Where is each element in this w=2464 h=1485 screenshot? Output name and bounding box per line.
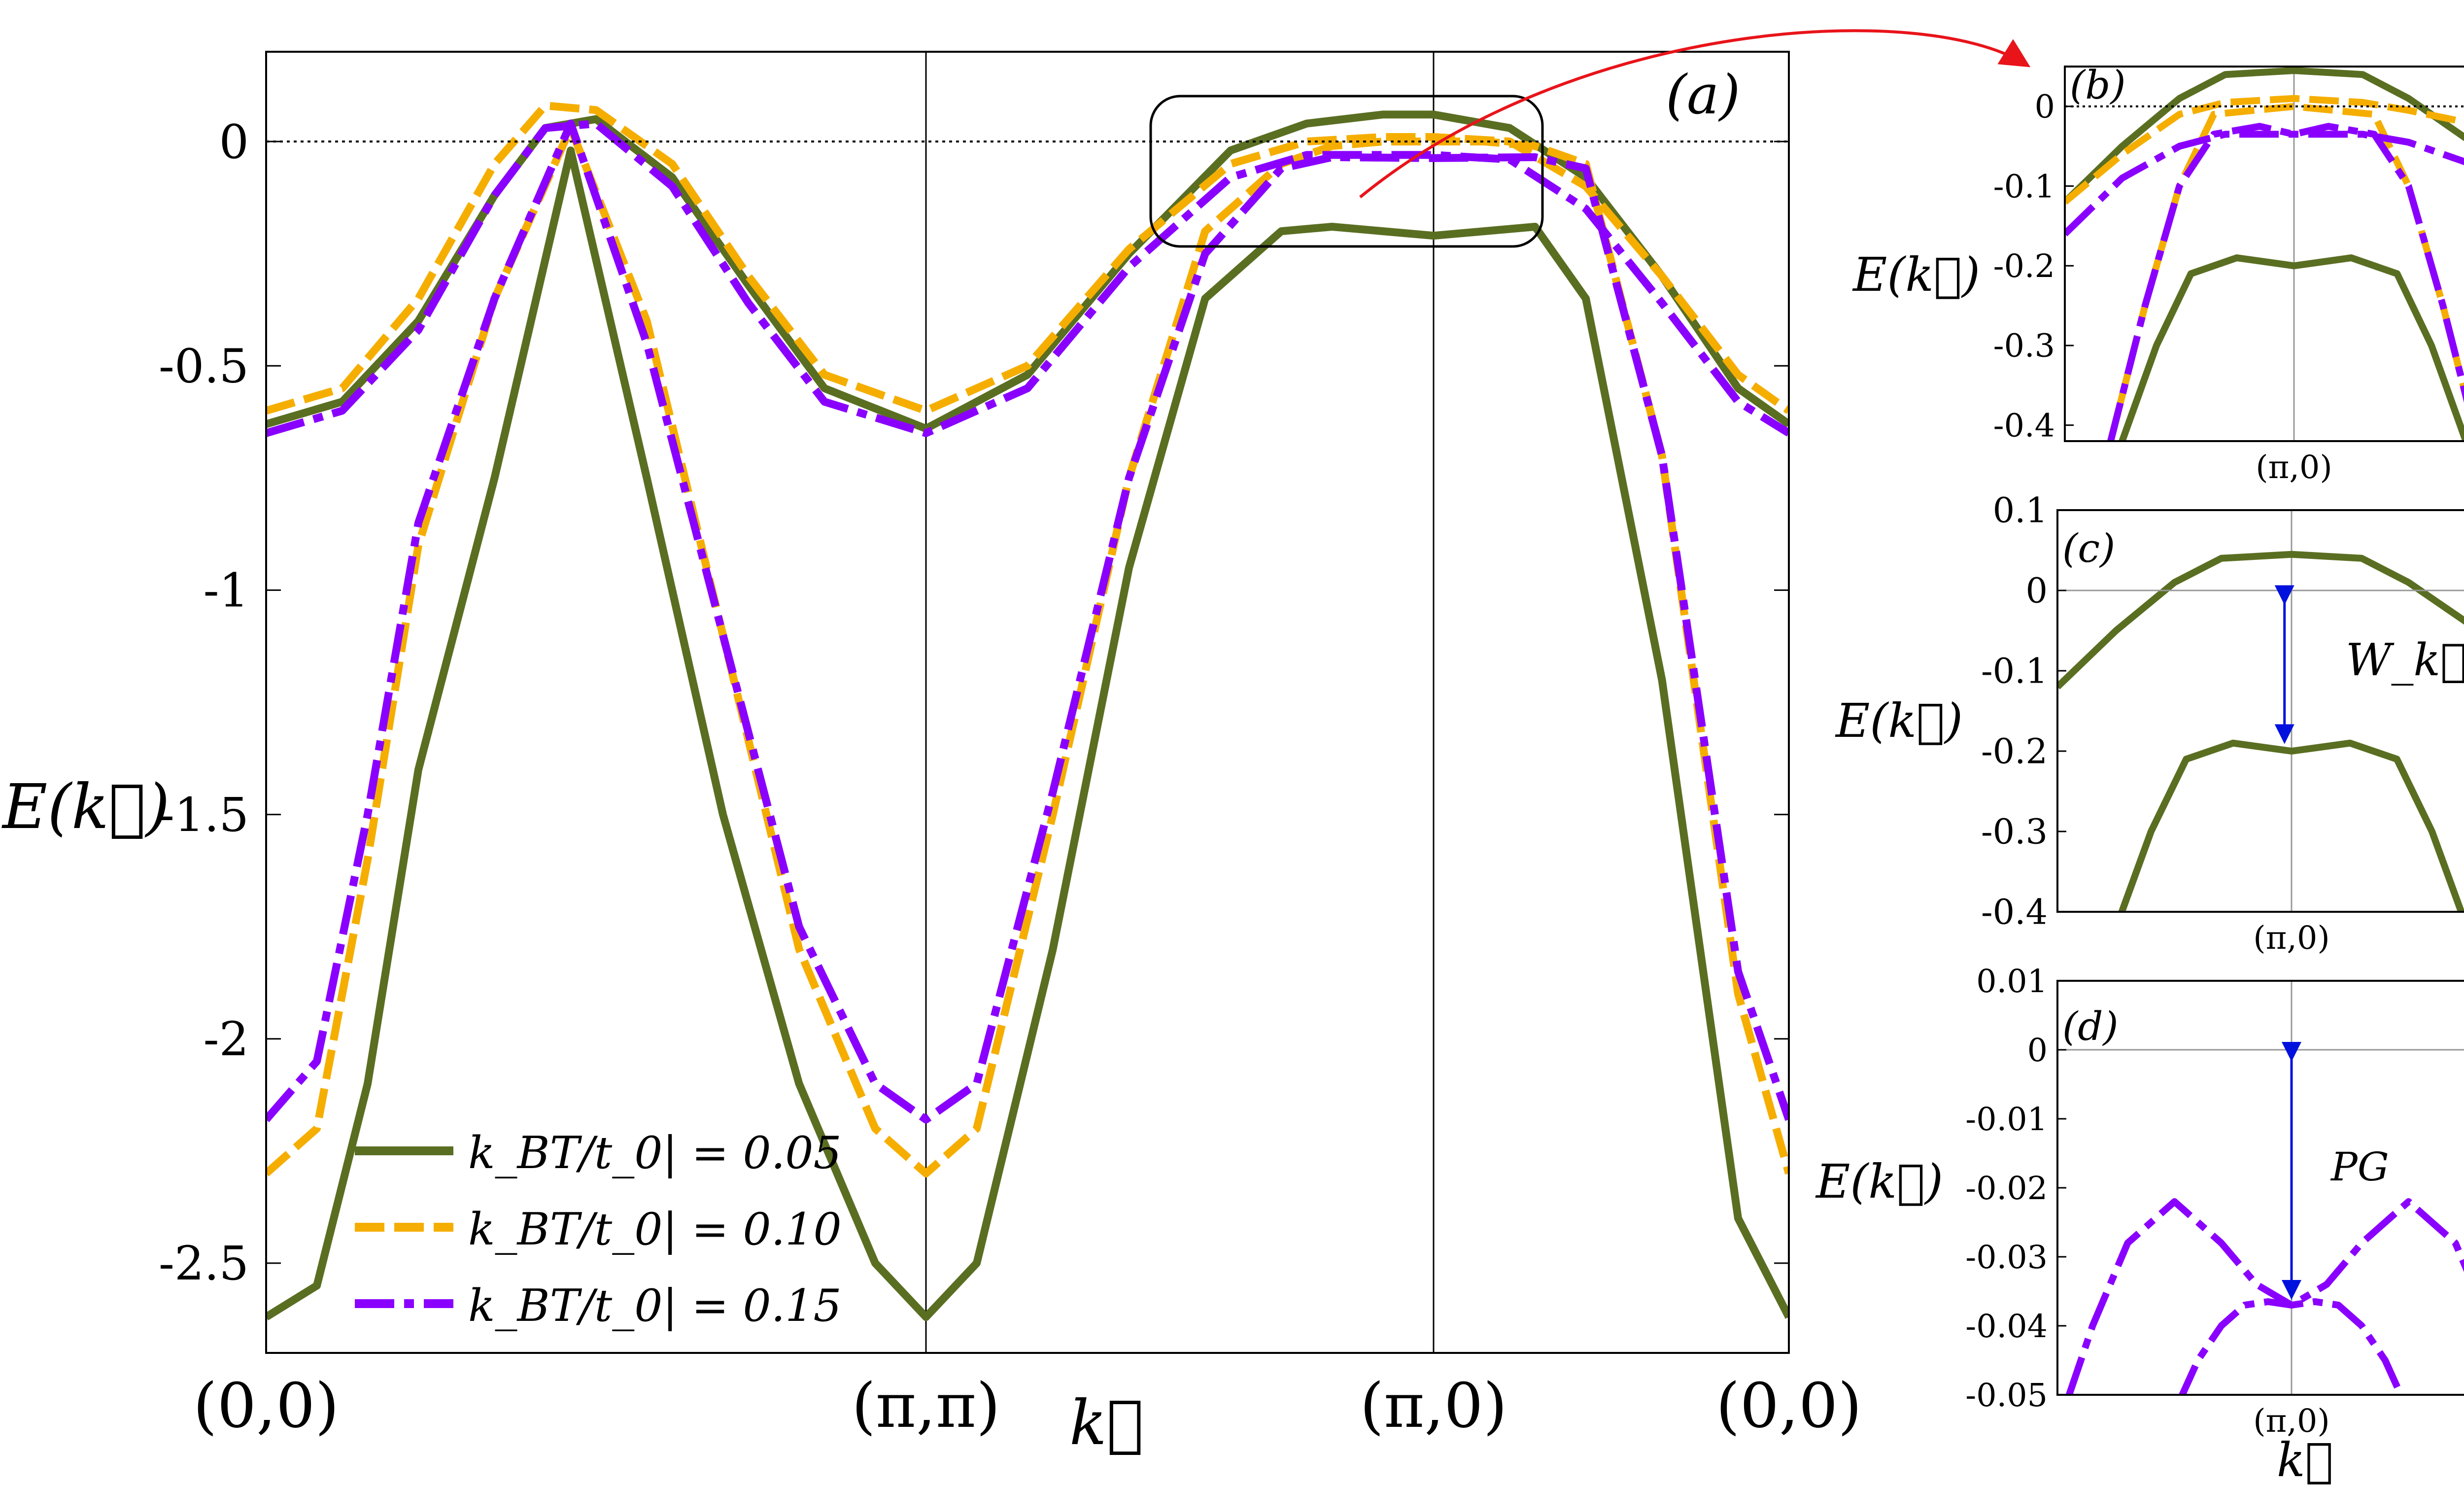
x-tick-label-a-1: (π,π) — [852, 1370, 1000, 1442]
panel-d-label: (d) — [2062, 1003, 2119, 1049]
panel-d-ylabel: E(k⃗) — [1815, 1155, 1943, 1209]
y-tick-label-b-2: -0.2 — [1993, 248, 2055, 285]
panel-b-ylabel: E(k⃗) — [1852, 248, 1980, 302]
zoom-connector-arrow — [1359, 29, 2031, 199]
series-line-d-1 — [2178, 1298, 2405, 1395]
series-group-b — [2065, 67, 2464, 441]
panel-a: (a) E(k⃗) k⃗ 0 -0.5 -1 -1.5 -2 -2.5 (0,0) (π,π)… — [1, 51, 1862, 1459]
panel-b-label: (b) — [2070, 62, 2126, 108]
y-tick-label-c-5: -0.4 — [1981, 892, 2048, 932]
series-line-a-3 — [266, 124, 1789, 1177]
y-tick-label-a-2: -1 — [203, 564, 249, 618]
y-tick-label-a-1: -0.5 — [159, 339, 249, 393]
plot-frame-d — [2056, 980, 2464, 1396]
series-line-a-2 — [266, 102, 1789, 415]
y-tick-label-c-0: 0.1 — [1993, 490, 2048, 531]
y-tick-label-c-3: -0.2 — [1981, 731, 2048, 772]
x-tick-label-b: (π,0) — [2256, 449, 2332, 486]
series-line-a-1 — [266, 146, 1789, 1321]
y-tick-label-b-4: -0.4 — [1993, 407, 2055, 444]
legend-label-015: k_BT/t_0| = 0.15 — [468, 1280, 842, 1332]
x-tick-label-c: (π,0) — [2253, 920, 2329, 957]
series-line-d-0 — [2066, 1198, 2464, 1395]
series-group-d — [2066, 1198, 2464, 1395]
y-tick-label-a-3: -1.5 — [159, 788, 249, 842]
x-tick-label-a-3: (0,0) — [1716, 1370, 1862, 1442]
y-tick-label-d-2: -0.01 — [1965, 1101, 2048, 1138]
y-tick-label-a-5: -2.5 — [159, 1237, 249, 1291]
series-line-c-1 — [2118, 739, 2464, 912]
y-tick-label-d-3: -0.02 — [1965, 1170, 2048, 1207]
series-line-a-0 — [266, 110, 1789, 433]
panel-c: 0.1 0 -0.1 -0.2 -0.3 -0.4 (π,0) (c) E(k⃗) W_k⃗ — [1835, 490, 2464, 957]
y-tick-label-c-1: 0 — [2025, 571, 2048, 611]
y-tick-label-b-1: -0.1 — [1993, 168, 2055, 205]
y-tick-label-d-5: -0.04 — [1965, 1308, 2048, 1345]
series-group-a — [266, 102, 1789, 1321]
panel-a-ylabel: E(k⃗) — [1, 771, 170, 843]
series-line-a-5 — [266, 119, 1789, 1124]
series-line-b-2 — [2065, 95, 2464, 205]
y-tick-label-b-3: -0.3 — [1993, 328, 2055, 365]
series-line-b-5 — [2107, 123, 2464, 441]
panel-d-xlabel: k⃗ — [2277, 1433, 2333, 1485]
series-line-c-0 — [2057, 551, 2464, 690]
panel-c-ylabel: E(k⃗) — [1835, 694, 1963, 748]
plot-frame-b — [2064, 66, 2464, 442]
y-tick-label-b-0: 0 — [2035, 89, 2055, 126]
series-line-b-4 — [2065, 131, 2464, 237]
series-group-c — [2057, 551, 2464, 912]
legend-label-005: k_BT/t_0| = 0.05 — [468, 1127, 842, 1179]
panel-c-label: (c) — [2062, 525, 2115, 571]
y-tick-label-c-2: -0.1 — [1981, 651, 2048, 691]
legend: k_BT/t_0| = 0.05 k_BT/t_0| = 0.10 k_BT/t… — [355, 1127, 842, 1332]
x-tick-label-a-0: (0,0) — [193, 1370, 339, 1442]
plot-frame-a — [265, 51, 1790, 1354]
panel-b: 0 -0.1 -0.2 -0.3 -0.4 (π,0) (b) E(k⃗) — [1852, 62, 2464, 486]
y-tick-label-c-4: -0.3 — [1981, 812, 2048, 852]
x-tick-label-d: (π,0) — [2253, 1403, 2329, 1440]
panel-c-annotation: W_k⃗ — [2346, 634, 2464, 686]
zoom-box — [1149, 95, 1544, 248]
series-line-b-0 — [2065, 67, 2464, 205]
y-tick-label-d-1: 0 — [2027, 1032, 2048, 1069]
series-line-b-1 — [2119, 254, 2464, 441]
panel-d: 0.01 0 -0.01 -0.02 -0.03 -0.04 -0.05 (π,0) (d) E(… — [1815, 963, 2464, 1485]
panel-a-xlabel: k⃗ — [1069, 1387, 1144, 1459]
y-tick-label-a-0: 0 — [219, 115, 249, 169]
series-line-a-4 — [266, 119, 1789, 437]
plot-frame-c — [2056, 509, 2464, 913]
series-line-b-3 — [2107, 103, 2464, 441]
x-tick-label-a-2: (π,0) — [1360, 1370, 1507, 1442]
panel-a-label: (a) — [1666, 63, 1740, 126]
y-tick-label-a-4: -2 — [203, 1012, 249, 1067]
y-tick-label-d-6: -0.05 — [1965, 1377, 2048, 1414]
panel-d-annotation: PG — [2330, 1144, 2389, 1190]
legend-label-010: k_BT/t_0| = 0.10 — [468, 1204, 842, 1255]
y-tick-label-d-4: -0.03 — [1965, 1239, 2048, 1276]
y-tick-label-d-0: 0.01 — [1976, 963, 2048, 1000]
